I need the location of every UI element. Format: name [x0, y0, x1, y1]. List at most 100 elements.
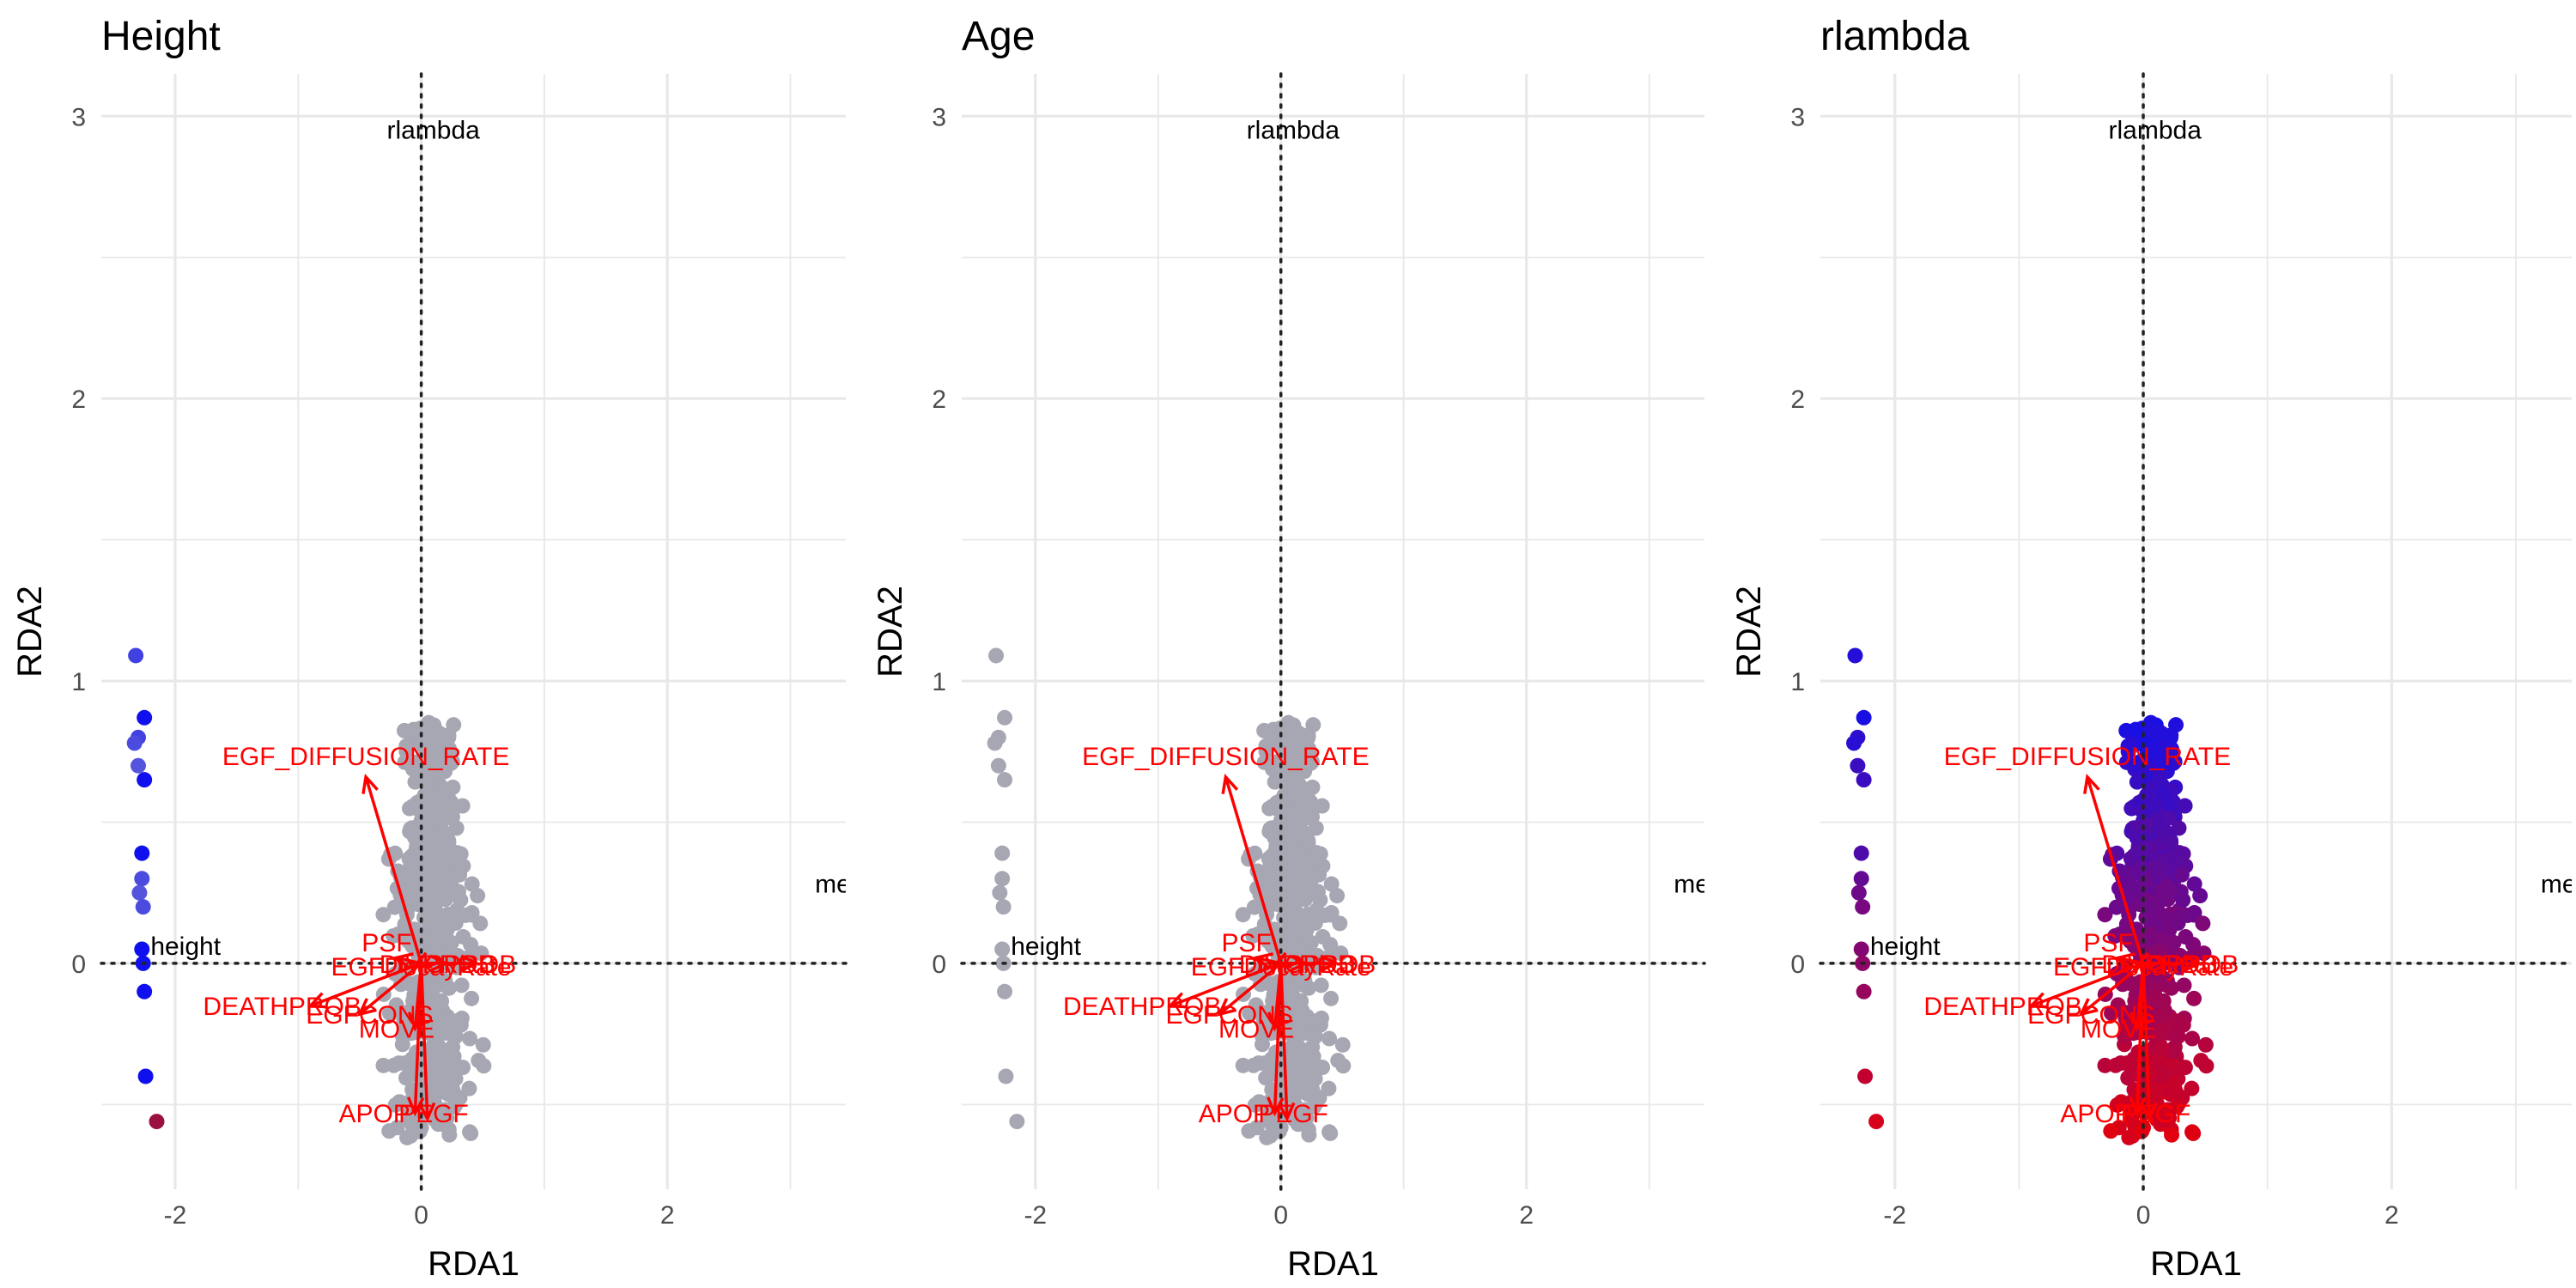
site-point	[1270, 896, 1286, 913]
site-point	[473, 945, 489, 962]
arrow-label-EGFDecayRate: EGFDecayRate	[331, 953, 512, 981]
site-point	[2128, 721, 2144, 738]
site-point	[464, 990, 480, 1006]
site-point	[455, 1060, 471, 1076]
y-tick-label: 2	[1790, 386, 1805, 414]
arrowhead	[2078, 998, 2099, 1017]
x-tick-label: 0	[2136, 1201, 2151, 1230]
site-point	[434, 786, 450, 802]
x-tick-label: 2	[660, 1201, 675, 1230]
site-point	[134, 871, 150, 887]
arrowhead	[1167, 992, 1188, 1009]
site-point	[407, 774, 423, 790]
arrow-label-APOP: APOP	[338, 1100, 410, 1128]
arrow-DEATHPROB	[2031, 962, 2144, 1007]
site-point	[134, 941, 150, 957]
site-point	[455, 929, 471, 945]
site-point	[1284, 723, 1300, 739]
arrow-EGFCONS	[358, 962, 422, 1016]
x-axis-title: RDA1	[428, 1245, 519, 1283]
site-point	[1857, 1068, 1874, 1084]
site-point	[2176, 977, 2192, 993]
arrow-label-EGFDecayRate: EGFDecayRate	[2053, 953, 2233, 981]
arrow-label-EGFCONS: EGFCONS	[306, 1001, 433, 1030]
site-point	[432, 753, 448, 769]
site-point	[1321, 1030, 1338, 1047]
site-point	[1329, 888, 1346, 904]
site-point	[1289, 891, 1305, 908]
site-point	[448, 820, 465, 836]
arrowhead	[2129, 1012, 2148, 1032]
site-point	[2195, 915, 2211, 932]
site-point	[2108, 899, 2124, 915]
site-point	[2171, 820, 2187, 836]
grid	[962, 74, 1704, 1189]
site-point	[997, 709, 1013, 726]
site-point	[2184, 1080, 2200, 1097]
axis-ticks: -2 0 2 0 1 2 3	[1790, 103, 2398, 1230]
site-point	[1315, 929, 1331, 945]
site-point	[2139, 817, 2155, 834]
biplot-arrows: EGF_DIFFUSION_RATE PSFEGFDecayRateDIVPROB…	[1923, 743, 2239, 1128]
site-point	[2166, 1077, 2182, 1093]
arrow-label-EGF_DIFFUSION_RATE: EGF_DIFFUSION_RATE	[1944, 743, 2231, 771]
site-point	[2103, 1005, 2119, 1021]
x-tick-label: 0	[1273, 1201, 1288, 1230]
site-point	[2134, 1123, 2150, 1139]
grid	[1820, 74, 2572, 1189]
site-point	[131, 884, 148, 901]
site-point	[424, 723, 440, 739]
site-point	[1334, 1036, 1351, 1053]
arrowhead	[1320, 954, 1340, 973]
site-point	[2173, 866, 2190, 883]
arrow-label-PSF: PSF	[361, 929, 411, 957]
arrow-label-CPROB: CPROB	[2148, 951, 2239, 979]
variable-label-rlambda: rlambda	[1247, 117, 1340, 145]
site-point	[2170, 1013, 2186, 1030]
site-point	[1301, 1127, 1317, 1143]
axis-ticks: -2 0 2 0 1 2 3	[932, 103, 1534, 1230]
site-point	[1332, 915, 1348, 932]
variable-label-height: height	[1870, 933, 1941, 961]
site-point	[462, 1030, 478, 1047]
site-point	[387, 1097, 404, 1113]
arrow-label-EGF_DIFFUSION_RATE: EGF_DIFFUSION_RATE	[222, 743, 509, 771]
variable-label-mean: mean	[1674, 871, 1738, 899]
variable-label-height: height	[1011, 933, 1081, 961]
site-point	[461, 1080, 477, 1097]
arrow-label-CPROB: CPROB	[1285, 951, 1376, 979]
site-point	[994, 941, 1011, 957]
site-point	[1293, 786, 1309, 802]
site-point	[2159, 973, 2175, 989]
arrowhead	[2140, 1102, 2158, 1122]
site-point	[2163, 835, 2179, 851]
site-point	[1853, 941, 1869, 957]
site-point	[126, 735, 143, 751]
arrow-label-PSF: PSF	[2083, 929, 2133, 957]
site-point	[1856, 983, 1872, 999]
site-point	[399, 1129, 416, 1145]
site-point	[440, 835, 457, 851]
site-point	[1276, 817, 1292, 834]
site-point	[416, 817, 433, 834]
arrow-PEGF	[419, 963, 429, 1119]
arrow-label-APOP: APOP	[1199, 1100, 1270, 1128]
site-point	[1297, 973, 1313, 989]
site-point	[997, 772, 1013, 788]
site-point	[2142, 931, 2159, 947]
site-point	[1297, 810, 1314, 826]
site-point	[2197, 1036, 2214, 1053]
points	[126, 647, 492, 1145]
site-point	[1856, 772, 1872, 788]
site-point	[2129, 829, 2145, 846]
site-point	[2118, 1020, 2135, 1036]
site-point	[1853, 871, 1869, 887]
site-point	[1241, 1123, 1257, 1139]
site-point	[2192, 888, 2208, 904]
site-point	[2163, 730, 2179, 746]
x-tick-label: -2	[164, 1201, 187, 1230]
arrow-label-DIVPROB: DIVPROB	[380, 951, 495, 979]
site-point	[386, 927, 402, 944]
site-point	[437, 973, 453, 989]
site-point	[2129, 865, 2146, 881]
